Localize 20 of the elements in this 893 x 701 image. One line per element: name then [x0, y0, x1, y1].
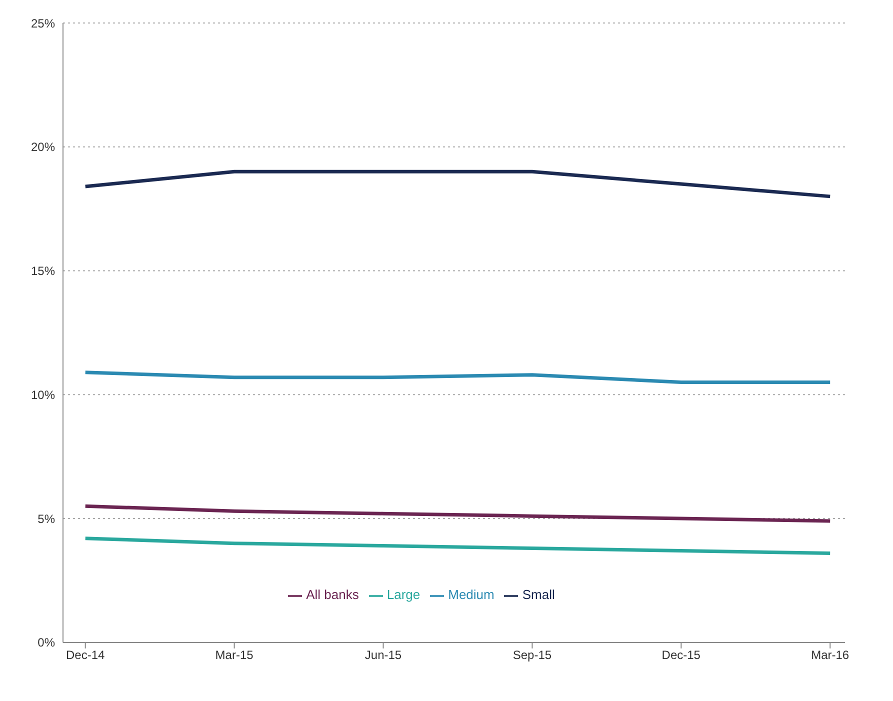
line-series — [84, 504, 832, 523]
line-series — [84, 370, 832, 384]
y-tick-label: 20% — [30, 140, 56, 154]
y-tick-label: 0% — [38, 636, 56, 650]
legend-label: Medium — [448, 587, 494, 602]
y-tick-label: 5% — [38, 512, 56, 526]
legend-label: Large — [386, 587, 420, 602]
x-tick-label: Sep-15 — [512, 648, 552, 662]
legend-label: Small — [522, 587, 555, 602]
x-tick-label: Mar-16 — [811, 648, 850, 662]
x-tick-label: Mar-15 — [215, 648, 254, 662]
y-tick-label: 10% — [30, 388, 56, 402]
x-tick-label: Dec-15 — [662, 648, 701, 662]
legend-label: All banks — [306, 587, 359, 602]
x-tick-label: Dec-14 — [66, 648, 106, 662]
line-series — [84, 536, 832, 555]
y-tick-label: 15% — [30, 264, 56, 278]
y-tick-label: 25% — [30, 16, 56, 30]
x-tick-label: Jun-15 — [364, 648, 402, 662]
line-series — [84, 170, 832, 198]
